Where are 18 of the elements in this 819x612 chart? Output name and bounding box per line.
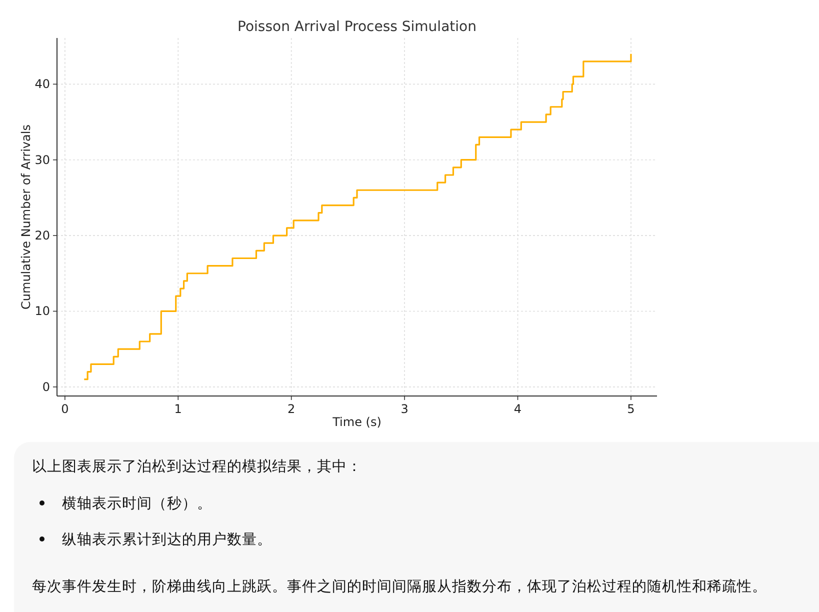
x-tick-label: 5 xyxy=(627,402,635,416)
text: 横轴表示时间（秒）。 xyxy=(62,495,212,512)
text: 以上图表展示了泊松到达过程的模拟结果，其中： xyxy=(32,458,362,475)
x-axis-title: Time (s) xyxy=(332,415,382,429)
y-tick-label: 20 xyxy=(34,228,50,243)
x-tick-label: 2 xyxy=(288,402,296,416)
x-tick-label: 0 xyxy=(61,402,69,416)
x-tick-label: 3 xyxy=(400,402,408,416)
x-tick-label: 4 xyxy=(514,402,522,416)
y-tick-label: 40 xyxy=(34,77,50,92)
y-axis-title: Cumulative Number of Arrivals xyxy=(19,124,33,310)
y-tick-label: 0 xyxy=(42,380,50,394)
text: 纵轴表示累计到达的用户数量。 xyxy=(62,531,272,548)
x-tick-label: 1 xyxy=(174,402,182,416)
text: 每次事件发生时，阶梯曲线向上跳跃。事件之间的时间间隔服从指数分布，体现了泊松过程的随机性和稀疏性。 xyxy=(32,578,767,595)
y-tick-label: 30 xyxy=(34,152,50,167)
chart-title: Poisson Arrival Process Simulation xyxy=(238,19,476,35)
y-tick-label: 10 xyxy=(34,304,50,318)
